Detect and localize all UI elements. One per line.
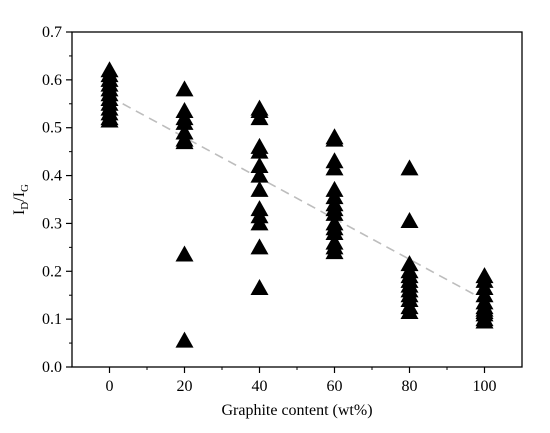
data-point xyxy=(175,133,194,150)
data-point xyxy=(250,214,269,231)
data-point xyxy=(250,142,269,159)
y-tick-label: 0.4 xyxy=(42,168,62,185)
trend-line xyxy=(109,95,485,301)
data-point xyxy=(325,159,344,176)
x-tick-label: 100 xyxy=(473,378,497,395)
data-point xyxy=(325,224,344,240)
y-axis: 0.0 0.1 0.2 0.3 0.4 0.5 0.6 0.7 xyxy=(42,24,72,376)
data-point xyxy=(250,238,269,255)
y-axis-title-sub-g: G xyxy=(19,184,31,192)
x-tick-label: 60 xyxy=(327,378,343,395)
x-tick-label: 0 xyxy=(106,378,114,395)
y-tick-label: 0.0 xyxy=(42,359,62,376)
y-axis-title-main: I xyxy=(11,210,28,215)
y-tick-label: 0.3 xyxy=(42,215,62,232)
data-point xyxy=(475,312,494,329)
x-tick-label: 40 xyxy=(252,378,268,395)
data-point xyxy=(325,130,344,147)
data-point xyxy=(250,180,269,197)
y-axis-title-sub-d: D xyxy=(19,202,31,210)
data-point xyxy=(175,80,194,97)
data-point xyxy=(325,204,344,221)
y-tick-label: 0.5 xyxy=(42,120,62,137)
data-point xyxy=(175,245,194,262)
y-tick-label: 0.6 xyxy=(42,72,62,89)
data-point xyxy=(250,109,269,126)
y-axis-title: ID/IG xyxy=(11,184,31,215)
data-point xyxy=(325,243,344,260)
data-point xyxy=(250,166,269,183)
x-tick-label: 20 xyxy=(177,378,193,395)
y-tick-label: 0.7 xyxy=(42,24,62,41)
x-axis-title: Graphite content (wt%) xyxy=(221,402,372,419)
plot-frame xyxy=(71,31,523,368)
data-point xyxy=(400,302,419,319)
y-tick-label: 0.2 xyxy=(42,263,62,280)
data-point xyxy=(175,113,194,130)
x-tick-label: 80 xyxy=(402,378,418,395)
y-tick-label: 0.1 xyxy=(42,311,62,328)
x-axis: 0 20 40 60 80 100 xyxy=(106,367,497,395)
y-axis-title-sep: /I xyxy=(11,192,28,202)
data-point xyxy=(400,159,419,176)
data-point xyxy=(250,157,269,173)
data-point xyxy=(250,279,269,296)
data-point xyxy=(175,331,194,348)
data-points xyxy=(100,61,494,348)
data-point xyxy=(400,212,419,229)
data-point xyxy=(100,111,119,128)
